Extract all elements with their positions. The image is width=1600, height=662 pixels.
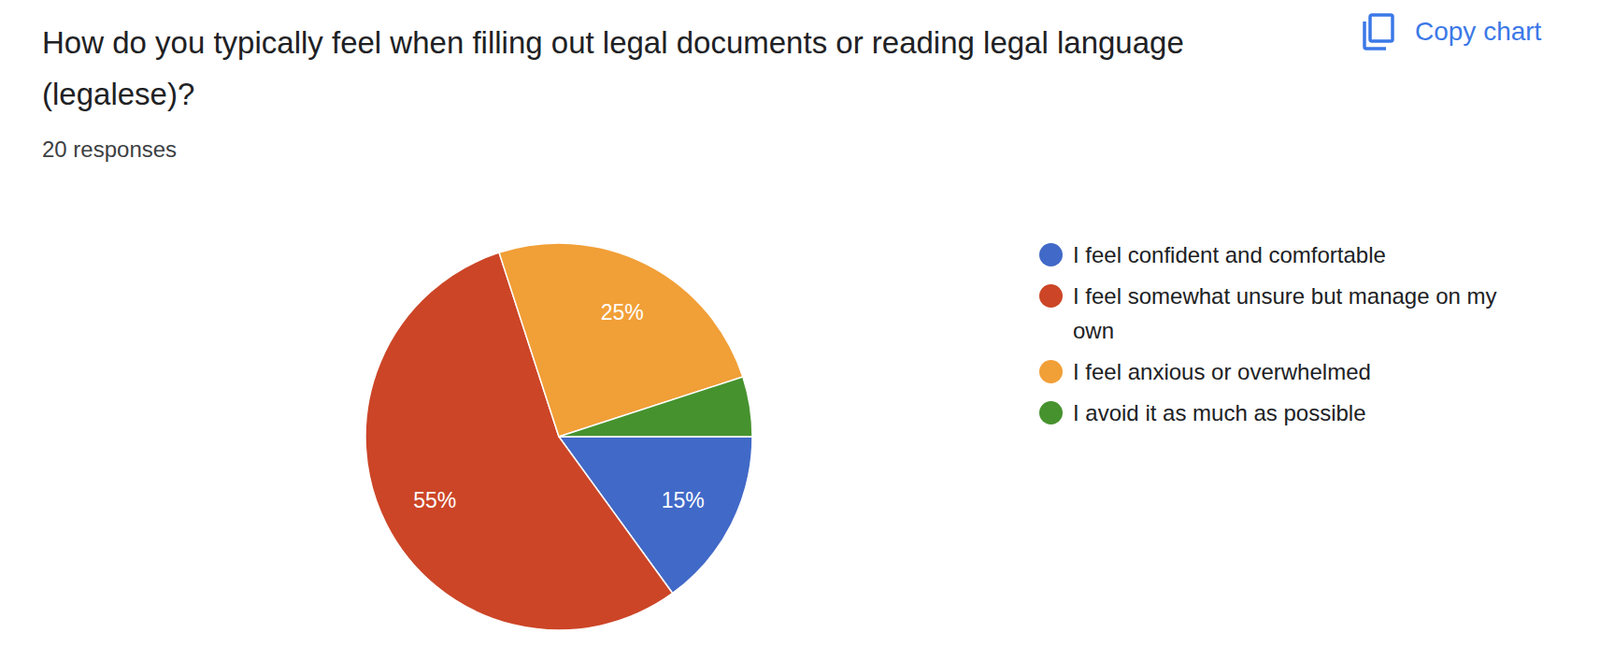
svg-text:25%: 25% <box>600 300 644 325</box>
html-text:I avoid it as much as possible: I avoid it as much as possible <box>1072 400 1366 426</box>
html-text:I feel anxious or overwhelmed: I feel anxious or overwhelmed <box>1072 358 1371 385</box>
html-text:I feel somewhat unsure but man: I feel somewhat unsure but manage on my … <box>1072 283 1497 343</box>
html-text:Copy chart: Copy chart <box>1414 16 1542 46</box>
html-text:20 responses: 20 responses <box>42 136 177 162</box>
svg-text:55%: 55% <box>413 487 457 513</box>
html-text:I feel confident and comfortab: I feel confident and comfortable <box>1072 242 1386 268</box>
svg-text:15%: 15% <box>661 487 705 513</box>
html-text:How do you typically feel when: How do you typically feel when filling o… <box>42 25 1184 112</box>
